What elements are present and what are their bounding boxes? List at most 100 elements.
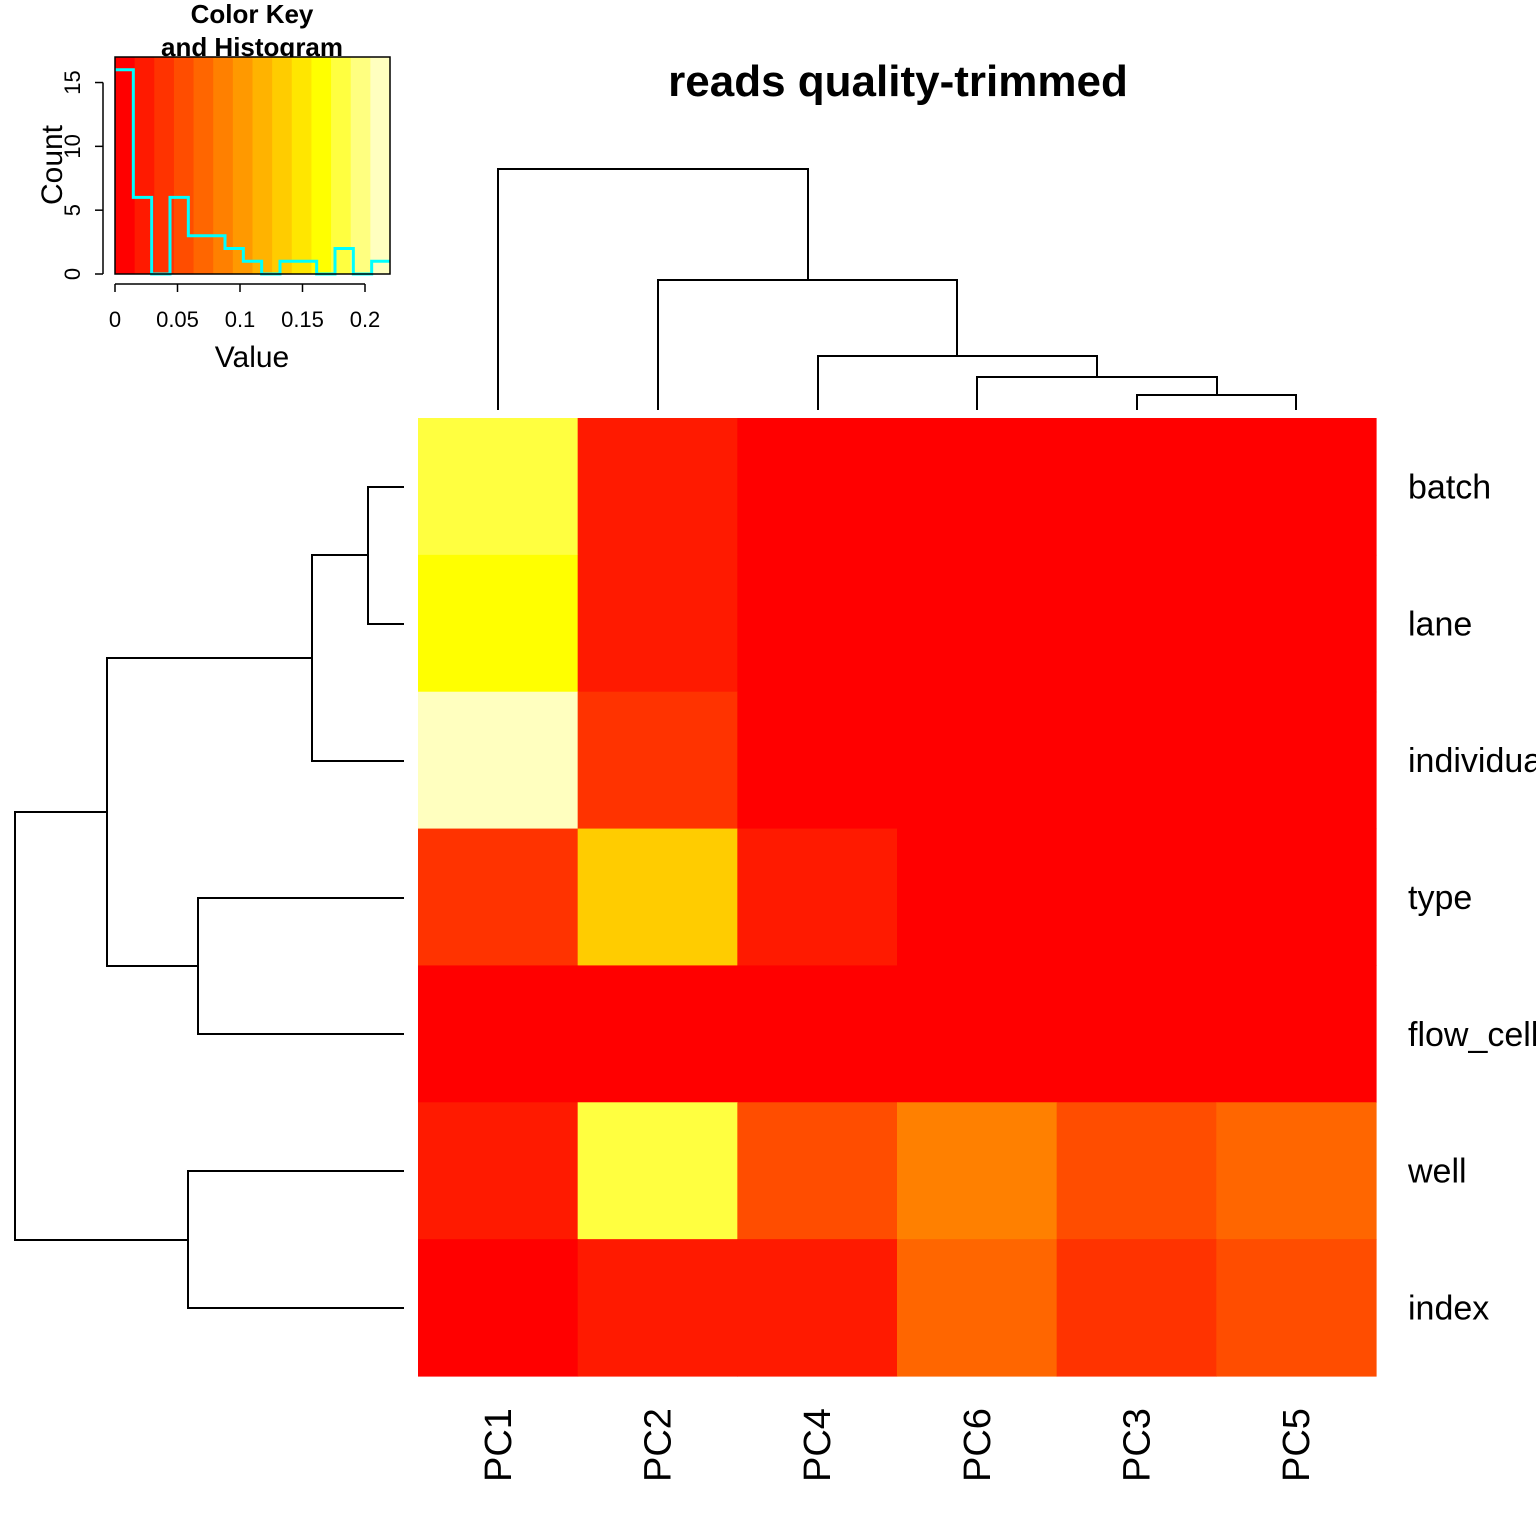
cell-flow-cell-pc4	[737, 965, 898, 1103]
cell-individual-pc5	[1216, 691, 1377, 830]
column-label-pc1: PC1	[478, 1408, 520, 1482]
cell-flow-cell-pc1	[418, 965, 579, 1103]
cell-batch-pc3	[1056, 418, 1217, 556]
color-key-band-5	[193, 57, 214, 274]
color-key: Color Key and Histogram 0 0.05 0.1 0.15 0.2 …	[36, 0, 391, 374]
cell-well-pc2	[577, 1102, 738, 1240]
row-dendro-link-type-flowcell	[197, 897, 404, 1035]
color-key-band-4	[173, 57, 195, 274]
cell-individual-pc4	[737, 691, 898, 830]
cell-flow-cell-pc6	[897, 965, 1058, 1103]
column-dendrogram	[497, 168, 1297, 410]
cell-well-pc5	[1216, 1102, 1377, 1240]
column-label-pc5: PC5	[1276, 1408, 1318, 1482]
color-key-x-tick-label-0: 0	[109, 307, 121, 332]
column-labels: PC1 PC2 PC4 PC6 PC3 PC5	[478, 1408, 1318, 1482]
col-dendro-link-pc3-pc5	[1136, 394, 1297, 410]
color-key-band-6	[213, 57, 234, 274]
color-key-x-tick-label-4: 0.2	[350, 307, 381, 332]
cell-index-pc1	[418, 1239, 579, 1377]
cell-batch-pc4	[737, 418, 898, 556]
cell-flow-cell-pc3	[1056, 965, 1217, 1103]
color-key-band-14	[370, 57, 391, 274]
row-dendro-link-batchlane-individual	[311, 554, 404, 762]
row-label-type: type	[1408, 879, 1472, 917]
cell-type-pc3	[1056, 828, 1217, 967]
color-key-y-tick-label-0: 0	[60, 268, 85, 280]
color-key-y-axis: 0 5 10 15	[60, 70, 104, 280]
cell-individual-pc1	[418, 691, 579, 830]
cell-flow-cell-pc2	[577, 965, 738, 1103]
col-dendro-link-pc6-pc3pc5	[976, 376, 1218, 410]
cell-index-pc5	[1216, 1239, 1377, 1377]
cell-type-pc6	[897, 828, 1058, 967]
cell-lane-pc5	[1216, 554, 1377, 693]
cell-type-pc5	[1216, 828, 1377, 967]
row-dendro-link-well-index	[187, 1170, 404, 1309]
row-label-individual: individual	[1408, 742, 1536, 780]
cell-type-pc2	[577, 828, 738, 967]
column-label-pc6: PC6	[957, 1408, 999, 1482]
row-label-lane: lane	[1408, 605, 1472, 643]
color-key-y-tick-label-2: 10	[60, 134, 85, 158]
cell-individual-pc6	[897, 691, 1058, 830]
color-key-x-tick-label-1: 0.05	[156, 307, 199, 332]
color-key-x-tick-label-2: 0.1	[225, 307, 256, 332]
row-dendro-link-root	[14, 811, 188, 1241]
color-key-band-7	[232, 57, 254, 274]
color-key-bands	[115, 57, 391, 274]
chart-title: reads quality-trimmed	[668, 57, 1128, 106]
heatmap-cells	[418, 418, 1377, 1377]
cell-lane-pc1	[418, 554, 579, 693]
column-label-pc4: PC4	[797, 1408, 839, 1482]
cell-index-pc3	[1056, 1239, 1217, 1377]
color-key-band-11	[311, 57, 332, 274]
cell-individual-pc2	[577, 691, 738, 830]
color-key-title-line1: Color Key	[191, 0, 314, 29]
cell-type-pc4	[737, 828, 898, 967]
column-label-pc3: PC3	[1117, 1408, 1159, 1482]
cell-index-pc4	[737, 1239, 898, 1377]
color-key-y-tick-label-1: 5	[60, 204, 85, 216]
color-key-x-tick-label-3: 0.15	[281, 307, 324, 332]
col-dendro-link-pc2-rest	[657, 279, 958, 410]
color-key-band-2	[134, 57, 155, 274]
cell-index-pc2	[577, 1239, 738, 1377]
cell-type-pc1	[418, 828, 579, 967]
cell-batch-pc6	[897, 418, 1058, 556]
color-key-band-8	[252, 57, 273, 274]
cell-batch-pc2	[577, 418, 738, 556]
row-dendro-link-upper-middle	[106, 657, 312, 967]
column-label-pc2: PC2	[638, 1408, 680, 1482]
color-key-y-title: Count	[36, 124, 69, 205]
cell-batch-pc1	[418, 418, 579, 556]
row-label-index: index	[1408, 1290, 1489, 1328]
color-key-x-axis: 0 0.05 0.1 0.15 0.2	[109, 283, 381, 332]
color-key-frame	[114, 56, 391, 275]
cell-well-pc4	[737, 1102, 898, 1240]
color-key-y-tick-label-3: 15	[60, 70, 85, 94]
col-dendro-link-root	[497, 168, 809, 410]
row-dendro-link-batch-lane	[367, 486, 404, 625]
cell-well-pc6	[897, 1102, 1058, 1240]
cell-well-pc1	[418, 1102, 579, 1240]
color-key-band-13	[350, 57, 371, 274]
cell-well-pc3	[1056, 1102, 1217, 1240]
color-key-band-12	[331, 57, 352, 274]
row-label-batch: batch	[1408, 468, 1491, 506]
row-label-well: well	[1407, 1153, 1467, 1191]
cell-individual-pc3	[1056, 691, 1217, 830]
cell-lane-pc2	[577, 554, 738, 693]
color-key-band-1	[115, 57, 136, 274]
cell-lane-pc3	[1056, 554, 1217, 693]
cell-lane-pc4	[737, 554, 898, 693]
row-label-flow-cell: flow_cell	[1408, 1016, 1536, 1054]
color-key-band-9	[272, 57, 293, 274]
color-key-x-title: Value	[215, 341, 290, 374]
cell-batch-pc5	[1216, 418, 1377, 556]
row-dendrogram	[14, 486, 404, 1309]
cell-lane-pc6	[897, 554, 1058, 693]
color-key-band-10	[291, 57, 313, 274]
